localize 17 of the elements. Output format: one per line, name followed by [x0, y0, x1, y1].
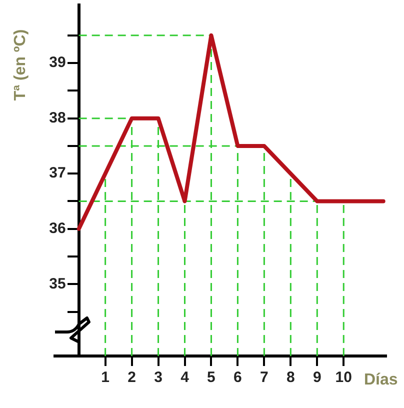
x-tick-label: 1 — [101, 369, 110, 386]
y-tick-label: 39 — [49, 54, 66, 72]
y-tick-label: 36 — [49, 220, 66, 238]
x-axis-title: Días — [364, 371, 398, 388]
x-tick-label: 10 — [335, 369, 352, 386]
y-tick-label: 37 — [49, 164, 66, 182]
y-axis-title: Tª (en ºC) — [12, 29, 30, 101]
x-tick-label: 2 — [128, 369, 136, 386]
x-tick-label: 4 — [180, 369, 190, 386]
y-tick-label: 35 — [49, 275, 66, 292]
y-tick-label: 38 — [49, 109, 66, 126]
x-tick-label: 6 — [234, 369, 242, 386]
x-tick-label: 7 — [260, 369, 268, 386]
x-tick-label: 3 — [154, 369, 162, 386]
x-tick-label: 5 — [207, 369, 216, 386]
x-tick-label: 9 — [312, 369, 322, 386]
x-tick-label: 8 — [286, 369, 295, 386]
